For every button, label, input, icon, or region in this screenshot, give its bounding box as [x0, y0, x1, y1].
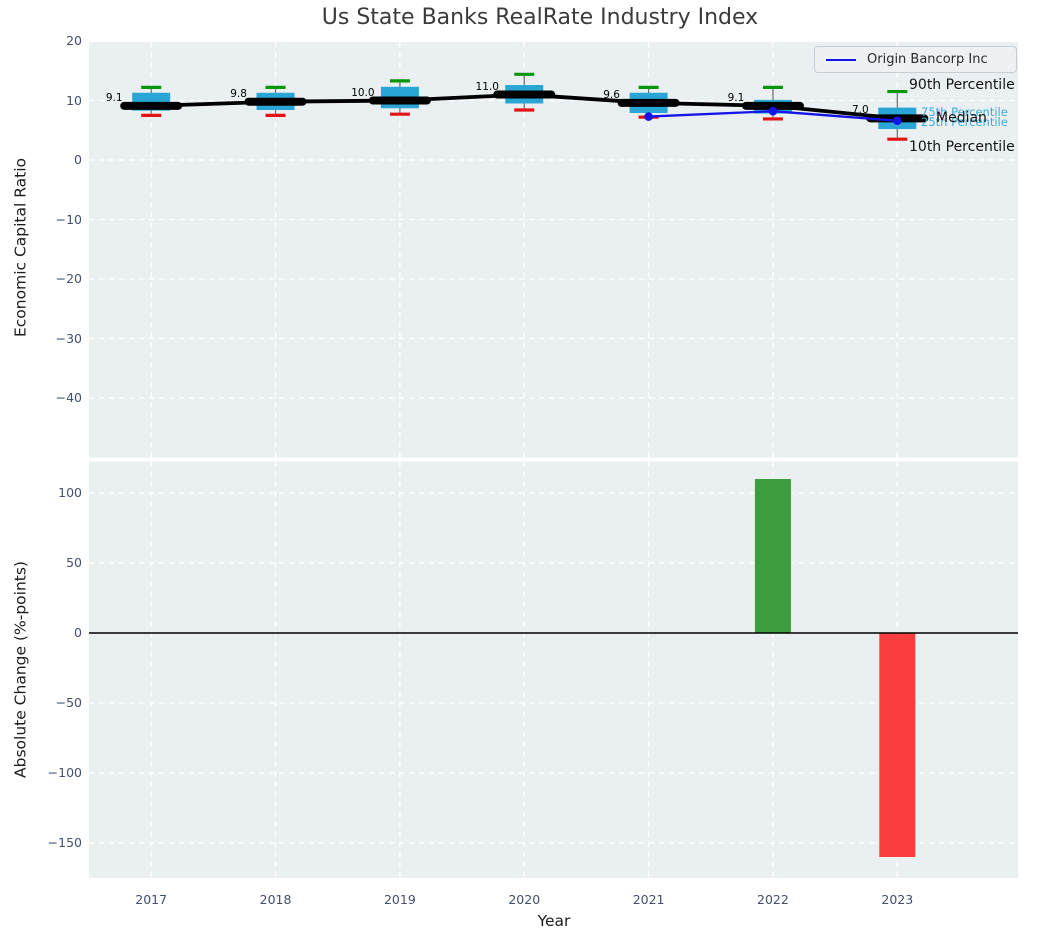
- label-10th-percentile: 10th Percentile: [909, 139, 1015, 155]
- y-axis-label-top: Economic Capital Ratio: [11, 157, 30, 338]
- x-tick-2021: 2021: [632, 892, 665, 907]
- bottom-plot-bg: [89, 461, 1018, 878]
- x-tick-2019: 2019: [383, 892, 416, 907]
- label-90th-percentile: 90th Percentile: [909, 77, 1015, 93]
- median-annotation-2019: 10.0: [351, 86, 375, 99]
- median-annotation-2021: 9.6: [603, 88, 620, 101]
- x-tick-2020: 2020: [508, 892, 541, 907]
- median-annotation-2018: 9.8: [230, 87, 247, 100]
- y-tick-bottom--150: −150: [47, 835, 82, 850]
- y-tick-top--20: −20: [55, 271, 82, 286]
- y-axis-label-bottom: Absolute Change (%-points): [11, 561, 30, 778]
- median-annotation-2017: 9.1: [105, 91, 123, 104]
- x-tick-2023: 2023: [881, 892, 914, 907]
- x-axis-label: Year: [537, 912, 571, 930]
- x-tick-2018: 2018: [259, 892, 292, 907]
- x-tick-2017: 2017: [135, 892, 168, 907]
- y-tick-bottom-50: 50: [66, 555, 82, 570]
- y-tick-bottom--100: −100: [47, 765, 82, 780]
- x-tick-2022: 2022: [757, 892, 789, 907]
- y-tick-top--10: −10: [55, 211, 82, 227]
- legend-label: Origin Bancorp Inc: [867, 52, 988, 67]
- chart-title: Us State Banks RealRate Industry Index: [321, 5, 759, 30]
- y-tick-bottom--50: −50: [55, 695, 82, 710]
- label-median: Median: [936, 110, 987, 126]
- top-plot-bg: [89, 42, 1018, 458]
- y-tick-top--40: −40: [55, 390, 82, 405]
- label-25th-percentile: 25th Percentile: [921, 115, 1008, 129]
- change-bar-2023: [879, 633, 916, 857]
- y-tick-bottom-0: 0: [74, 625, 82, 640]
- median-annotation-2023: 7.0: [851, 104, 869, 117]
- company-point-2023: [893, 116, 902, 126]
- y-tick-top-20: 20: [66, 33, 82, 48]
- legend-box: Origin Bancorp Inc: [814, 46, 1017, 73]
- company-point-2022: [768, 106, 778, 116]
- y-tick-top-10: 10: [66, 92, 82, 108]
- change-bar-2022: [754, 479, 791, 633]
- median-annotation-2022: 9.1: [727, 91, 745, 104]
- median-annotation-2020: 11.0: [475, 80, 499, 93]
- company-point-2021: [644, 112, 653, 121]
- y-tick-top-0: 0: [74, 152, 82, 167]
- y-tick-bottom-100: 100: [58, 485, 82, 500]
- label-75th-percentile: 75th Percentile: [921, 105, 1008, 119]
- legend-line-sample: [826, 58, 856, 61]
- y-tick-top--30: −30: [55, 330, 82, 346]
